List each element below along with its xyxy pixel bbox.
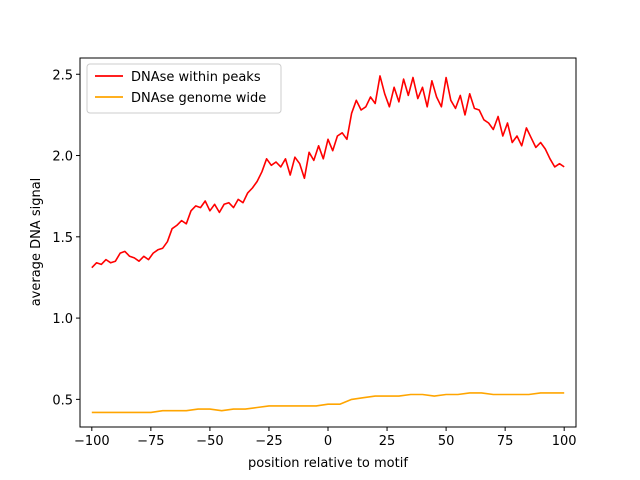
x-tick-label: 50 [438, 434, 455, 449]
x-tick-label: −100 [74, 434, 110, 449]
x-tick-label: −25 [255, 434, 282, 449]
legend-label-peaks: DNAse within peaks [131, 70, 261, 85]
x-axis-label: position relative to motif [248, 456, 408, 471]
y-tick-label: 2.0 [52, 150, 73, 165]
y-tick-label: 1.5 [52, 231, 73, 246]
x-tick-label: 0 [324, 434, 332, 449]
x-axis-ticks: −100 −75 −50 −25 0 25 50 75 100 [74, 427, 577, 449]
y-tick-label: 0.5 [52, 393, 73, 408]
x-tick-label: −50 [196, 434, 223, 449]
legend-label-genome: DNAse genome wide [131, 91, 266, 106]
y-axis-label: average DNA signal [29, 178, 44, 307]
legend-box [86, 63, 282, 114]
x-tick-label: 75 [497, 434, 514, 449]
legend: DNAse within peaks DNAse genome wide [86, 63, 282, 114]
plot-background [80, 58, 576, 427]
y-tick-label: 2.5 [52, 68, 73, 83]
series-layer [91, 75, 565, 414]
series-line-dnase-genome-wide [91, 392, 565, 414]
x-tick-label: −75 [137, 434, 164, 449]
series-line-dnase-within-peaks [91, 75, 565, 269]
y-axis-ticks: 0.5 1.0 1.5 2.0 2.5 [52, 68, 80, 408]
x-tick-label: 25 [379, 434, 396, 449]
x-tick-label: 100 [552, 434, 577, 449]
y-tick-label: 1.0 [52, 312, 73, 327]
